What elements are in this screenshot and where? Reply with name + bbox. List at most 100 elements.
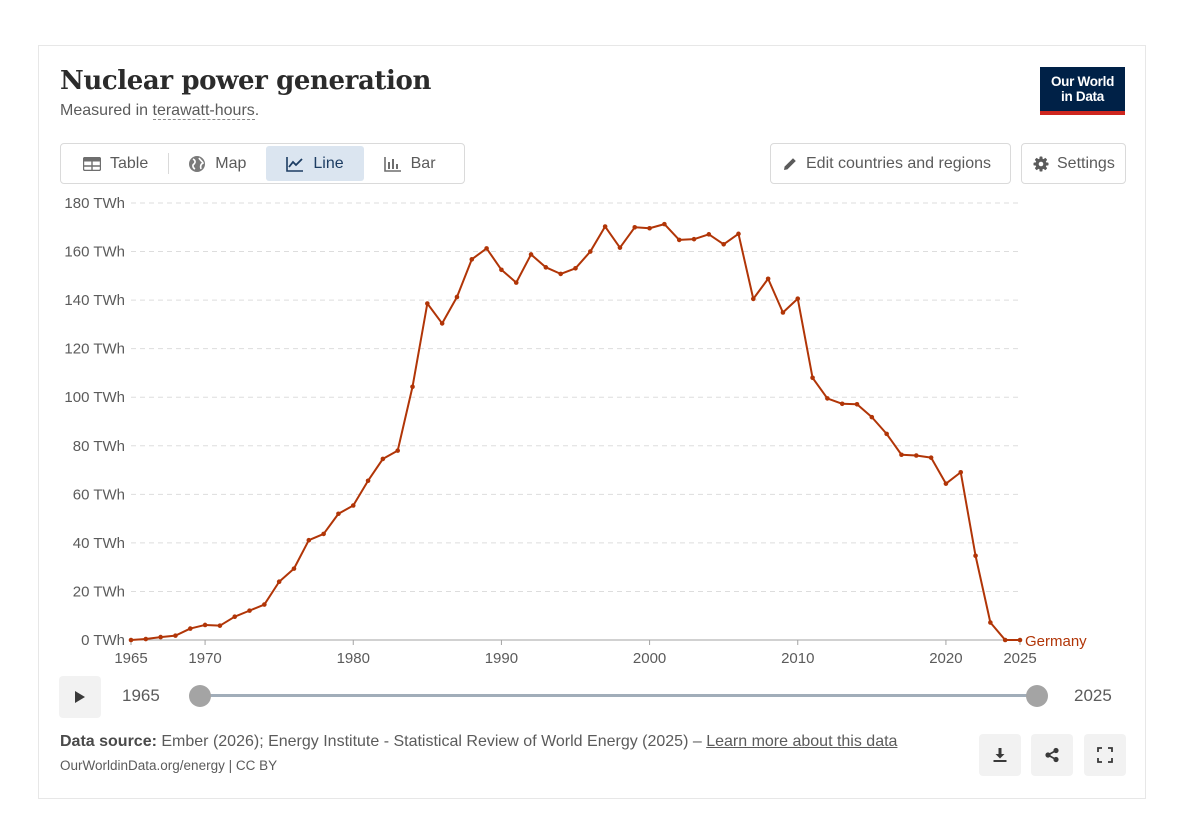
data-point <box>425 301 430 306</box>
unit-link[interactable]: terawatt-hours <box>152 102 255 120</box>
table-icon <box>83 156 101 171</box>
share-button[interactable] <box>1031 734 1073 776</box>
data-point <box>202 622 208 628</box>
data-point <box>291 566 297 571</box>
timeline-end-handle[interactable] <box>1026 685 1048 707</box>
y-tick-label: 20 TWh <box>73 583 125 600</box>
data-point <box>765 276 771 282</box>
data-point <box>380 456 386 462</box>
data-point <box>943 481 949 486</box>
data-point <box>306 537 312 543</box>
download-icon <box>992 747 1008 763</box>
data-point <box>543 265 549 270</box>
data-point <box>484 246 489 251</box>
data-point <box>187 626 193 631</box>
y-tick-label: 120 TWh <box>64 341 125 358</box>
line-chart-icon <box>286 156 304 172</box>
data-point <box>706 232 712 237</box>
x-tick-label: 1990 <box>485 650 518 667</box>
x-tick-label: 2000 <box>633 650 666 667</box>
data-point <box>276 579 282 585</box>
data-point <box>469 257 475 262</box>
settings-label: Settings <box>1057 154 1115 172</box>
data-point <box>395 448 401 453</box>
tab-map-label: Map <box>215 154 247 172</box>
data-point <box>736 231 741 237</box>
data-point <box>232 614 238 619</box>
data-point <box>617 245 623 250</box>
data-point <box>958 469 964 475</box>
y-tick-label: 80 TWh <box>73 438 125 455</box>
data-point <box>602 224 608 229</box>
data-point <box>217 623 223 628</box>
data-point <box>854 401 860 407</box>
data-point <box>558 271 563 277</box>
tab-table[interactable]: Table <box>63 146 168 181</box>
data-point <box>1017 637 1023 643</box>
page-title: Nuclear power generation <box>60 66 431 96</box>
subtitle-suffix: . <box>254 102 260 119</box>
settings-button[interactable]: Settings <box>1021 143 1126 184</box>
data-point <box>988 620 993 625</box>
x-tick-label: 1965 <box>114 650 147 667</box>
data-point <box>662 221 667 227</box>
tab-bar[interactable]: Bar <box>364 146 456 181</box>
view-tabs: Table Map Line Bar <box>60 143 465 184</box>
x-tick-label: 2010 <box>781 650 814 667</box>
timeline-track[interactable] <box>200 694 1036 697</box>
tab-map[interactable]: Map <box>168 146 266 181</box>
play-button[interactable] <box>59 676 101 718</box>
logo-line-2: in Data <box>1061 89 1104 104</box>
data-point <box>795 296 801 301</box>
play-icon <box>74 690 86 704</box>
fullscreen-button[interactable] <box>1084 734 1126 776</box>
owid-logo[interactable]: Our World in Data <box>1040 67 1125 115</box>
y-tick-label: 140 TWh <box>64 292 125 309</box>
data-point <box>365 478 371 484</box>
bar-chart-icon <box>383 156 402 172</box>
edit-countries-label: Edit countries and regions <box>806 154 991 172</box>
tab-line[interactable]: Line <box>266 146 364 181</box>
y-tick-label: 40 TWh <box>73 535 125 552</box>
logo-line-1: Our World <box>1050 74 1115 89</box>
data-point <box>439 321 445 326</box>
data-point <box>143 636 149 642</box>
data-point <box>262 602 267 607</box>
data-source: Data source: Ember (2026); Energy Instit… <box>60 733 897 751</box>
data-point <box>825 396 830 401</box>
tab-table-label: Table <box>110 154 149 172</box>
credit-line[interactable]: OurWorldinData.org/energy | CC BY <box>60 758 278 773</box>
data-point <box>173 633 178 638</box>
pencil-icon <box>782 156 798 172</box>
x-tick-label: 1980 <box>337 650 370 667</box>
data-point <box>573 266 578 271</box>
series-label: Germany <box>1025 633 1087 650</box>
learn-more-link[interactable]: Learn more about this data <box>706 733 898 750</box>
gear-icon <box>1033 156 1049 172</box>
data-point <box>810 375 815 381</box>
data-point <box>128 637 134 643</box>
timeline-start-handle[interactable] <box>189 685 211 707</box>
data-point <box>454 294 460 300</box>
y-tick-label: 180 TWh <box>64 195 125 212</box>
download-button[interactable] <box>979 734 1021 776</box>
data-point <box>913 453 919 458</box>
x-tick-label: 2025 <box>1003 650 1036 667</box>
data-point <box>676 237 682 243</box>
x-tick-label: 2020 <box>929 650 962 667</box>
y-tick-label: 100 TWh <box>64 389 125 406</box>
chart-subtitle: Measured in terawatt-hours. <box>60 102 259 120</box>
data-point <box>410 384 415 390</box>
data-point <box>247 608 252 613</box>
source-label: Data source: <box>60 733 157 750</box>
edit-countries-button[interactable]: Edit countries and regions <box>770 143 1011 184</box>
fullscreen-icon <box>1097 747 1113 763</box>
globe-icon <box>188 155 206 173</box>
y-tick-label: 0 TWh <box>81 632 125 649</box>
data-point <box>528 252 534 257</box>
data-point <box>839 401 845 407</box>
data-point <box>1002 637 1008 643</box>
tab-bar-label: Bar <box>410 154 436 172</box>
tab-line-label: Line <box>313 154 344 172</box>
